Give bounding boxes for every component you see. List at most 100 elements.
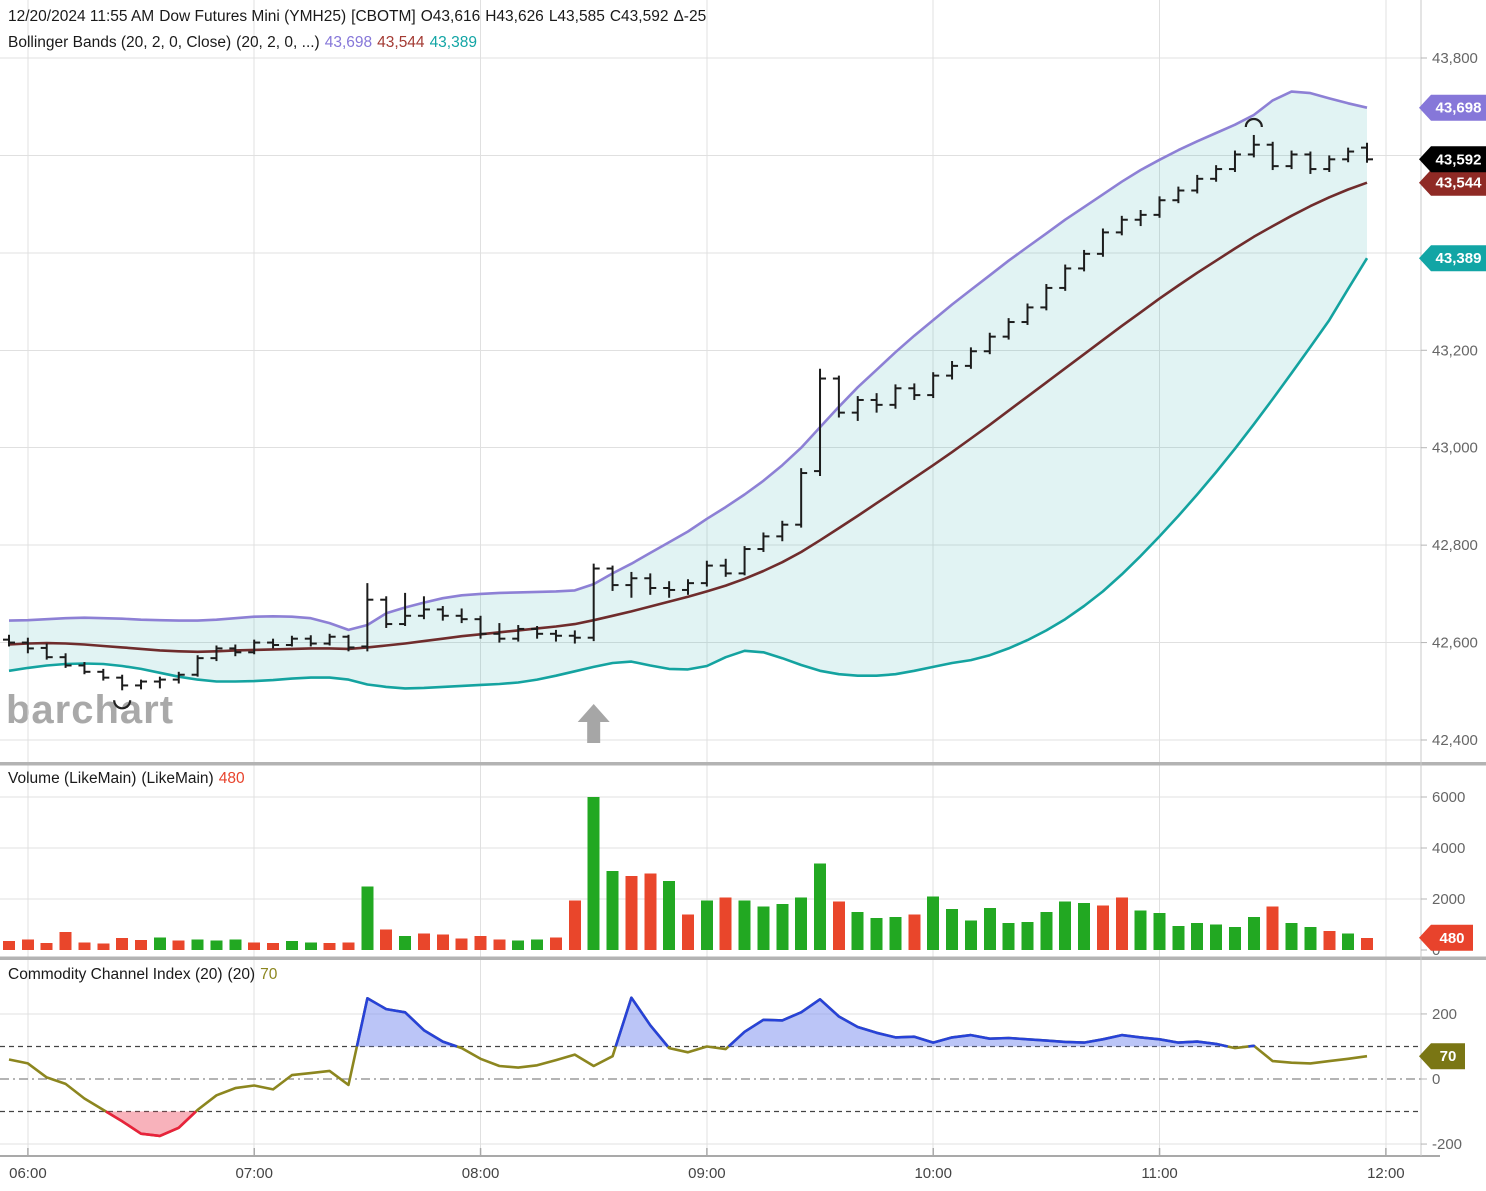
volume-bar[interactable] bbox=[1323, 930, 1336, 950]
volume-bar[interactable] bbox=[814, 863, 827, 950]
ohlc-bar[interactable] bbox=[700, 560, 713, 587]
ohlc-bar[interactable] bbox=[417, 596, 430, 620]
volume-bar[interactable] bbox=[568, 900, 581, 950]
volume-bar[interactable] bbox=[512, 940, 525, 950]
ohlc-bar[interactable] bbox=[1021, 303, 1034, 325]
ohlc-bar[interactable] bbox=[40, 643, 53, 660]
volume-bar[interactable] bbox=[587, 797, 600, 950]
volume-bar[interactable] bbox=[1096, 905, 1109, 950]
volume-bar[interactable] bbox=[851, 911, 864, 950]
volume-bar[interactable] bbox=[455, 938, 468, 950]
ohlc-bar[interactable] bbox=[399, 592, 412, 627]
ohlc-bar[interactable] bbox=[1247, 134, 1260, 158]
volume-bar[interactable] bbox=[172, 940, 185, 950]
volume-bar[interactable] bbox=[59, 932, 72, 950]
ohlc-bar[interactable] bbox=[1285, 150, 1298, 170]
volume-bar[interactable] bbox=[323, 942, 336, 950]
volume-bar[interactable] bbox=[191, 939, 204, 950]
volume-bar[interactable] bbox=[776, 904, 789, 950]
ohlc-bar[interactable] bbox=[116, 674, 129, 691]
volume-bar[interactable] bbox=[436, 934, 449, 950]
ohlc-bar[interactable] bbox=[342, 634, 355, 652]
volume-bar[interactable] bbox=[1115, 897, 1128, 950]
ohlc-bar[interactable] bbox=[78, 662, 91, 675]
ohlc-bar[interactable] bbox=[191, 655, 204, 677]
ohlc-bar[interactable] bbox=[663, 581, 676, 598]
volume-bar[interactable] bbox=[606, 870, 619, 950]
volume-bar[interactable] bbox=[361, 886, 374, 950]
volume-bar[interactable] bbox=[663, 881, 676, 950]
ohlc-bar[interactable] bbox=[153, 676, 166, 689]
volume-bar[interactable] bbox=[78, 942, 91, 950]
volume-bar[interactable] bbox=[229, 939, 242, 950]
volume-bar[interactable] bbox=[304, 942, 317, 950]
volume-bar[interactable] bbox=[1247, 916, 1260, 950]
volume-bar[interactable] bbox=[549, 937, 562, 950]
volume-bar[interactable] bbox=[644, 873, 657, 951]
ohlc-bar[interactable] bbox=[1210, 165, 1223, 182]
volume-bar[interactable] bbox=[1360, 937, 1373, 950]
volume-bar[interactable] bbox=[625, 876, 638, 950]
volume-bar[interactable] bbox=[153, 937, 166, 950]
volume-bar[interactable] bbox=[474, 935, 487, 950]
ohlc-bar[interactable] bbox=[644, 573, 657, 595]
volume-bar[interactable] bbox=[719, 897, 732, 950]
ohlc-bar[interactable] bbox=[512, 625, 525, 642]
ohlc-bar[interactable] bbox=[832, 375, 845, 418]
ohlc-bar[interactable] bbox=[738, 546, 751, 576]
ohlc-bar[interactable] bbox=[625, 571, 638, 598]
volume-bar[interactable] bbox=[285, 941, 298, 950]
ohlc-bar[interactable] bbox=[531, 626, 544, 639]
ohlc-bar[interactable] bbox=[1266, 141, 1279, 171]
ohlc-bar[interactable] bbox=[3, 634, 15, 647]
ohlc-bar[interactable] bbox=[549, 629, 562, 642]
volume-bar[interactable] bbox=[493, 939, 506, 950]
ohlc-bar[interactable] bbox=[1002, 318, 1015, 340]
ohlc-bar[interactable] bbox=[323, 633, 336, 646]
ohlc-bar[interactable] bbox=[1304, 151, 1317, 174]
ohlc-bar[interactable] bbox=[606, 565, 619, 591]
ohlc-bar[interactable] bbox=[304, 635, 317, 647]
ohlc-bar[interactable] bbox=[361, 583, 374, 652]
ohlc-bar[interactable] bbox=[97, 668, 110, 681]
volume-bar[interactable] bbox=[1266, 906, 1279, 950]
volume-bar[interactable] bbox=[97, 943, 110, 950]
ohlc-bar[interactable] bbox=[1228, 150, 1241, 172]
ohlc-bar[interactable] bbox=[1040, 284, 1053, 311]
ohlc-bar[interactable] bbox=[267, 638, 280, 649]
volume-bar[interactable] bbox=[983, 907, 996, 950]
volume-bar[interactable] bbox=[927, 896, 940, 950]
ohlc-bar[interactable] bbox=[946, 361, 959, 380]
ohlc-bar[interactable] bbox=[380, 596, 393, 628]
volume-bar[interactable] bbox=[417, 933, 430, 950]
ohlc-bar[interactable] bbox=[814, 368, 827, 476]
volume-bar[interactable] bbox=[870, 918, 883, 950]
volume-bar[interactable] bbox=[1304, 927, 1317, 950]
ohlc-bar[interactable] bbox=[1134, 209, 1147, 227]
volume-bar[interactable] bbox=[399, 935, 412, 950]
volume-bar[interactable] bbox=[738, 900, 751, 950]
volume-bar[interactable] bbox=[135, 939, 148, 950]
volume-bar[interactable] bbox=[681, 914, 694, 950]
ohlc-bar[interactable] bbox=[964, 347, 977, 369]
volume-bar[interactable] bbox=[1134, 910, 1147, 950]
ohlc-bar[interactable] bbox=[436, 606, 449, 621]
ohlc-bar[interactable] bbox=[229, 644, 242, 657]
ohlc-bar[interactable] bbox=[889, 384, 902, 409]
ohlc-bar[interactable] bbox=[455, 608, 468, 624]
ohlc-bar[interactable] bbox=[1059, 264, 1072, 291]
volume-bar[interactable] bbox=[531, 939, 544, 950]
ohlc-bar[interactable] bbox=[851, 396, 864, 421]
ohlc-bar[interactable] bbox=[568, 630, 581, 644]
volume-bar[interactable] bbox=[964, 920, 977, 950]
ohlc-bar[interactable] bbox=[493, 623, 506, 643]
ohlc-bar[interactable] bbox=[1172, 186, 1185, 204]
volume-bar[interactable] bbox=[1059, 901, 1072, 950]
volume-bar[interactable] bbox=[267, 942, 280, 950]
ohlc-bar[interactable] bbox=[795, 468, 808, 528]
volume-bar[interactable] bbox=[1172, 925, 1185, 950]
volume-bar[interactable] bbox=[21, 939, 34, 950]
ohlc-bar[interactable] bbox=[1360, 142, 1373, 163]
volume-bar[interactable] bbox=[1191, 923, 1204, 950]
ohlc-bar[interactable] bbox=[927, 372, 940, 399]
